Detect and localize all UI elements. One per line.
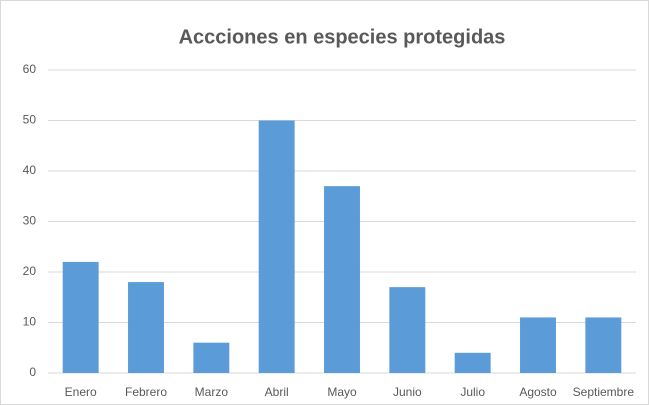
- x-tick-label: Marzo: [195, 385, 229, 399]
- x-tick-label: Enero: [65, 385, 97, 399]
- x-tick-label: Mayo: [327, 385, 357, 399]
- chart-title: Accciones en especies protegidas: [179, 26, 506, 48]
- y-tick-label: 60: [23, 62, 37, 76]
- y-tick-label: 0: [29, 365, 36, 379]
- bar: [258, 120, 295, 373]
- bar: [62, 261, 99, 373]
- y-tick-label: 40: [23, 163, 37, 177]
- bar: [128, 282, 164, 373]
- x-tick-label: Abril: [265, 385, 289, 399]
- x-tick-label: Septiembre: [573, 385, 635, 399]
- bar: [324, 186, 360, 373]
- y-tick-label: 30: [23, 214, 37, 228]
- x-tick-label: Agosto: [519, 385, 557, 399]
- x-tick-label: Junio: [393, 385, 422, 399]
- x-tick-label: Julio: [460, 385, 485, 399]
- bar: [193, 342, 230, 373]
- bar: [520, 317, 556, 373]
- bar: [454, 352, 491, 373]
- bar: [389, 287, 426, 373]
- y-tick-label: 10: [23, 315, 37, 329]
- bar: [585, 317, 622, 373]
- y-tick-label: 20: [23, 264, 37, 278]
- x-tick-label: Febrero: [125, 385, 167, 399]
- y-tick-label: 50: [23, 113, 37, 127]
